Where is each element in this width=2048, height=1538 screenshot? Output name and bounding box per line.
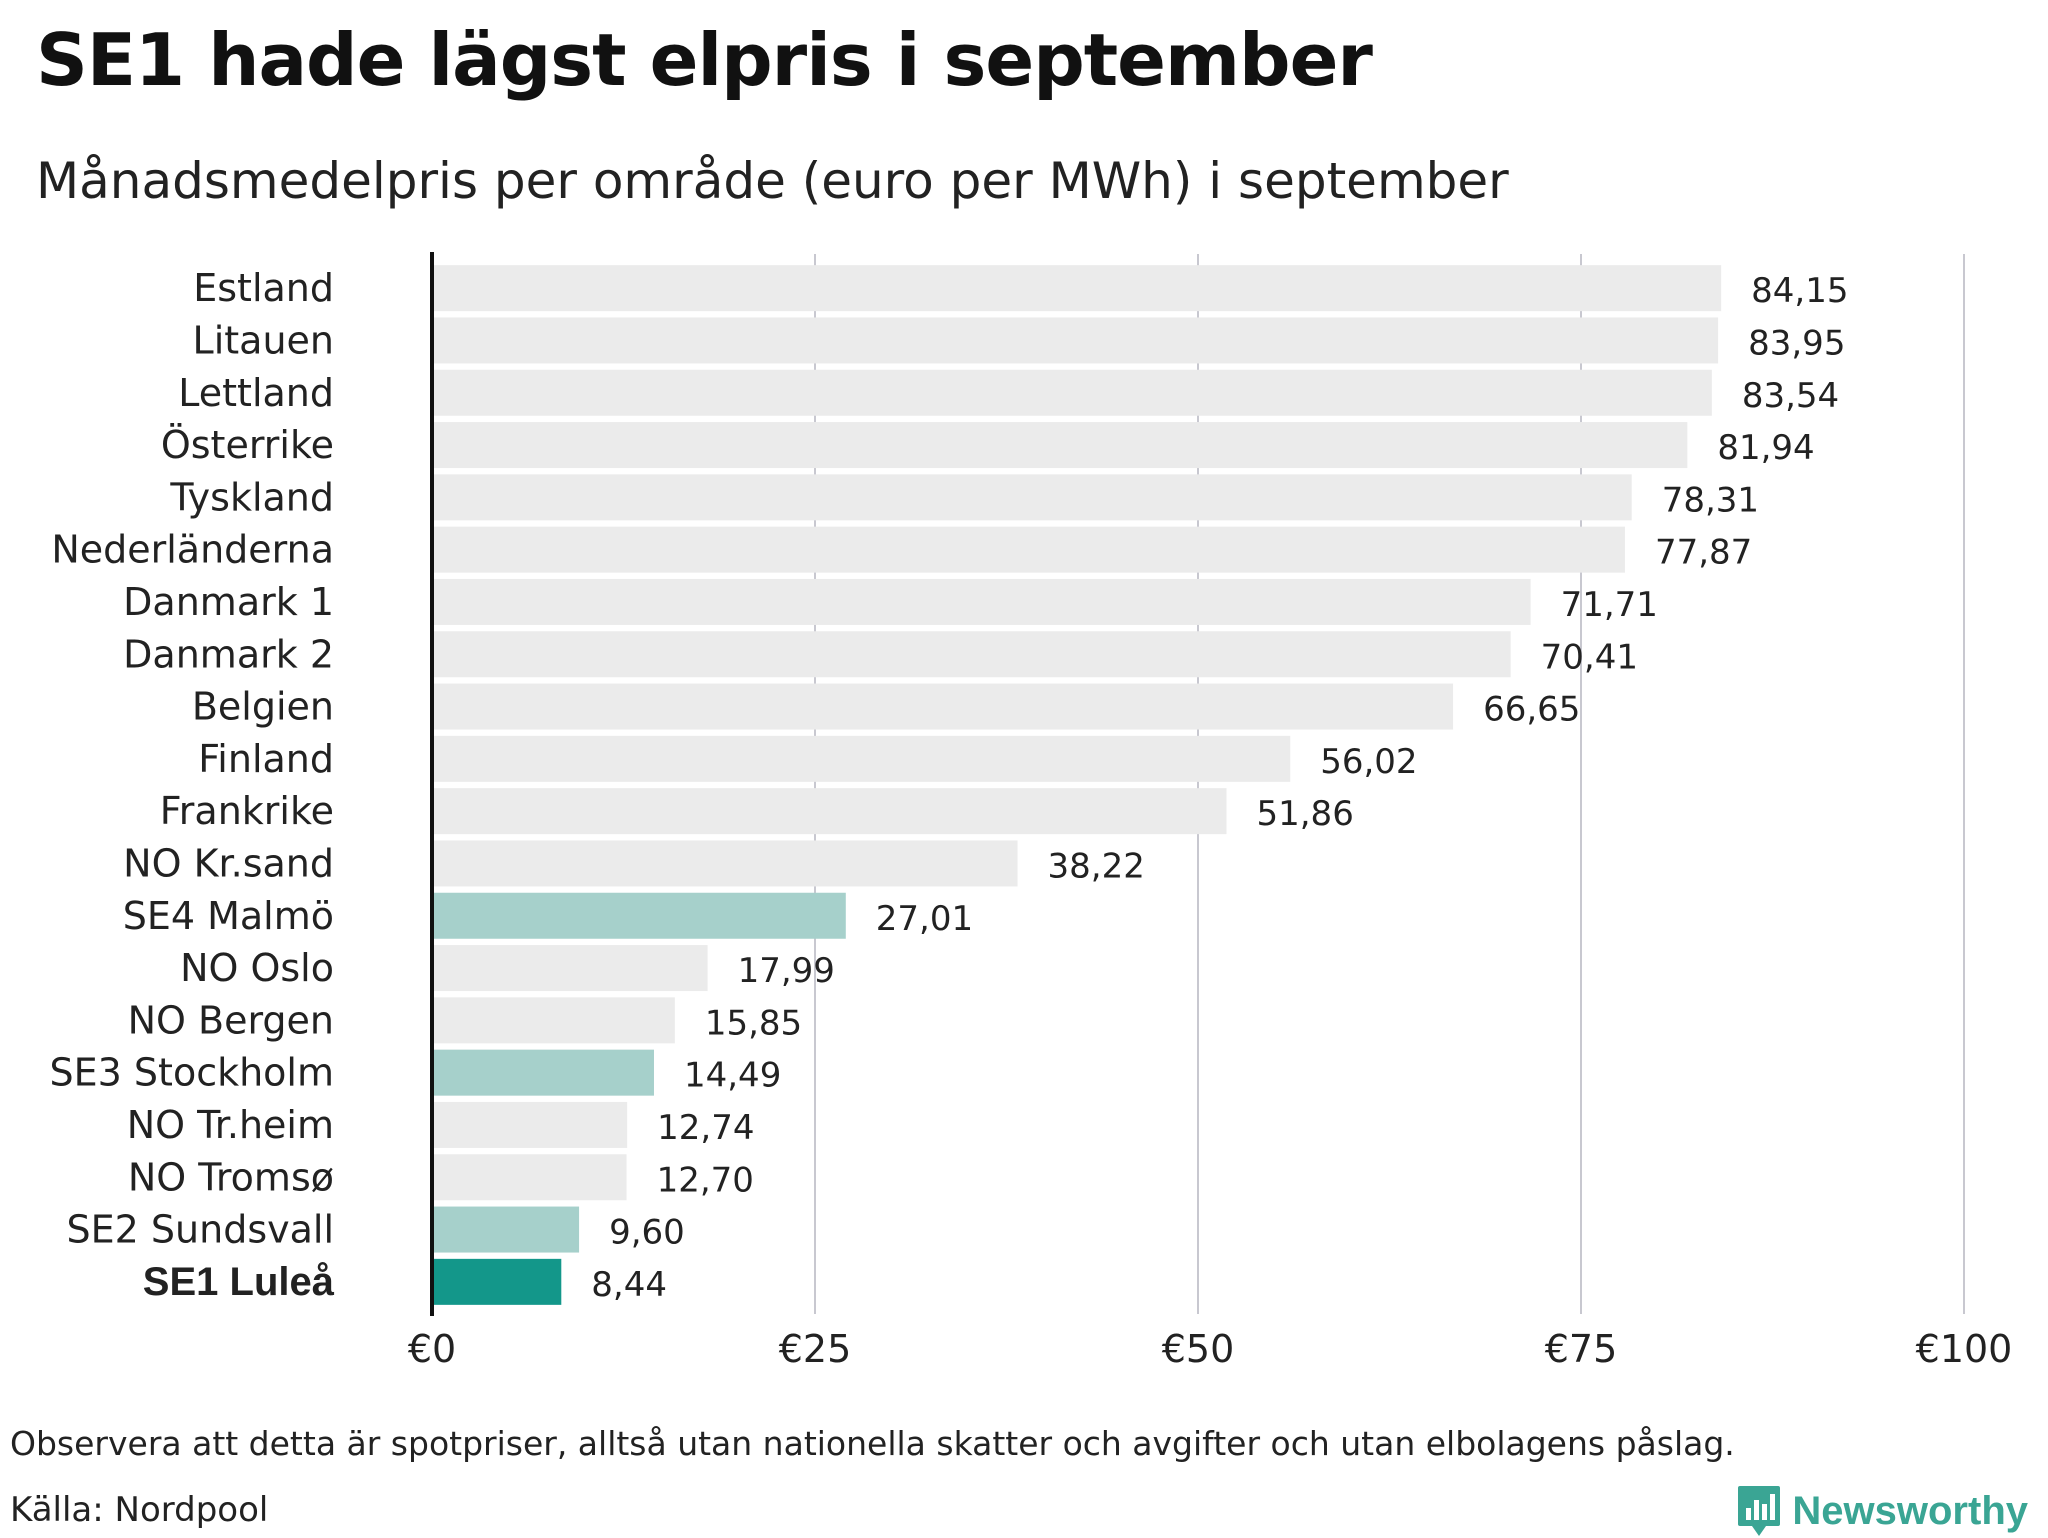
footnote: Observera att detta är spotpriser, allts…	[10, 1424, 1735, 1463]
value-label: 9,60	[609, 1213, 685, 1253]
category-label: Tyskland	[169, 475, 334, 519]
bars	[432, 265, 1722, 1305]
source-note: Källa: Nordpool	[10, 1490, 269, 1530]
bar	[432, 1206, 580, 1253]
x-tick-label: €100	[1916, 1327, 2013, 1371]
chart-subtitle: Månadsmedelpris per område (euro per MWh…	[36, 152, 1509, 210]
newsworthy-logo-icon	[1738, 1486, 1781, 1536]
bar	[432, 945, 708, 992]
x-axis-ticks: €0 €25 €50 €75 €100	[408, 1327, 2013, 1371]
value-label: 70,41	[1541, 637, 1638, 677]
bar	[432, 369, 1712, 416]
bar	[432, 631, 1511, 678]
bar-chart: Estland Litauen Lettland Österrike Tyskland N…	[50, 252, 2013, 1371]
bar	[432, 1154, 627, 1201]
bar	[432, 265, 1722, 312]
category-label: Belgien	[192, 685, 334, 729]
chart-title: SE1 hade lägst elpris i september	[36, 18, 1373, 102]
category-label: Estland	[193, 266, 334, 310]
category-label: SE2 Sundsvall	[67, 1208, 334, 1252]
value-label: 78,31	[1662, 480, 1759, 520]
value-label: 51,86	[1256, 794, 1353, 834]
category-label: Österrike	[161, 423, 334, 467]
value-labels: 84,15 83,95 83,54 81,94 78,31 77,87 71,71 70,41…	[591, 271, 1848, 1305]
category-label: SE3 Stockholm	[50, 1051, 334, 1095]
category-label: NO Tr.heim	[127, 1103, 334, 1147]
category-label: Frankrike	[160, 789, 334, 833]
bar	[432, 422, 1688, 469]
value-label: 14,49	[684, 1056, 781, 1096]
bar	[432, 578, 1531, 625]
value-label: 81,94	[1717, 428, 1814, 468]
category-label: NO Bergen	[128, 998, 334, 1042]
x-tick-label: €50	[1162, 1327, 1235, 1371]
category-label: Lettland	[178, 371, 334, 415]
value-label: 8,44	[591, 1265, 667, 1305]
bar	[432, 683, 1454, 730]
value-label: 38,22	[1048, 846, 1145, 886]
bar	[432, 788, 1227, 835]
category-labels: Estland Litauen Lettland Österrike Tyskland N…	[50, 266, 335, 1304]
bar	[432, 1049, 654, 1096]
value-label: 12,74	[657, 1108, 754, 1148]
bar	[432, 1101, 628, 1148]
category-label: Nederländerna	[51, 528, 334, 572]
category-label: SE4 Malmö	[123, 894, 334, 938]
category-label: SE1 Luleå	[143, 1260, 335, 1304]
value-label: 66,65	[1483, 690, 1580, 730]
value-label: 71,71	[1561, 585, 1658, 625]
brand-logo: Newsworthy	[1736, 1484, 2028, 1538]
category-label: Danmark 1	[123, 580, 334, 624]
bar	[432, 474, 1632, 521]
category-label: NO Oslo	[180, 946, 334, 990]
value-label: 56,02	[1320, 742, 1417, 782]
bar	[432, 526, 1625, 573]
bar	[432, 735, 1291, 782]
value-label: 83,95	[1748, 323, 1845, 363]
value-label: 83,54	[1742, 376, 1839, 416]
x-tick-label: €0	[408, 1327, 456, 1371]
value-label: 27,01	[876, 899, 973, 939]
category-label: Litauen	[193, 318, 334, 362]
bar	[432, 840, 1018, 887]
category-label: Danmark 2	[123, 632, 334, 676]
bar	[432, 997, 675, 1044]
bar	[432, 892, 846, 939]
value-label: 84,15	[1751, 271, 1848, 311]
x-tick-label: €75	[1545, 1327, 1618, 1371]
bar	[432, 317, 1719, 364]
value-label: 17,99	[738, 951, 835, 991]
category-label: NO Kr.sand	[123, 841, 334, 885]
category-label: NO Tromsø	[128, 1155, 334, 1199]
brand-name: Newsworthy	[1792, 1488, 2028, 1533]
value-label: 12,70	[657, 1160, 754, 1200]
bar	[432, 1258, 562, 1305]
value-label: 15,85	[705, 1003, 802, 1043]
value-label: 77,87	[1655, 533, 1752, 573]
category-label: Finland	[198, 737, 334, 781]
x-tick-label: €25	[779, 1327, 852, 1371]
